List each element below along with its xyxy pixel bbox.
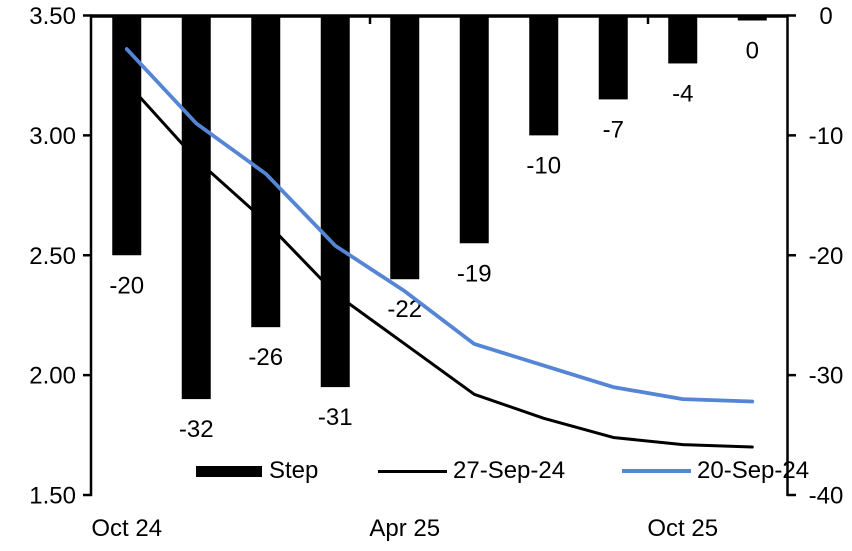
line-20-sep-24 xyxy=(124,47,755,404)
step-bar xyxy=(112,15,142,256)
step-bar xyxy=(320,15,350,388)
bar-data-label: -19 xyxy=(457,260,492,287)
x-axis-label: Apr 25 xyxy=(369,515,440,542)
left-axis-tick-label: 2.50 xyxy=(29,243,76,270)
x-axis-label: Oct 24 xyxy=(91,515,162,542)
left-axis-tick-label: 1.50 xyxy=(29,483,76,510)
step-bar xyxy=(390,15,420,280)
step-bar xyxy=(181,15,211,400)
step-bar xyxy=(668,15,698,64)
step-bar xyxy=(598,15,628,100)
bar-data-label: -26 xyxy=(248,344,283,371)
step-bar xyxy=(529,15,559,136)
step-bar xyxy=(737,15,767,21)
x-axis-label: Oct 25 xyxy=(647,515,718,542)
line-27-sep-24 xyxy=(125,81,754,449)
right-axis-tick-label: -10 xyxy=(809,123,844,150)
bar-data-label: 0 xyxy=(746,38,759,65)
left-axis-tick-label: 3.00 xyxy=(29,123,76,150)
step-bar xyxy=(251,15,281,328)
bar-data-label: -4 xyxy=(672,80,693,107)
right-axis-tick-label: 0 xyxy=(819,3,832,30)
step-bar xyxy=(459,15,489,244)
left-axis-tick-label: 2.00 xyxy=(29,363,76,390)
right-axis-tick-label: -30 xyxy=(809,363,844,390)
right-axis-tick-label: -20 xyxy=(809,243,844,270)
bar-data-label: -10 xyxy=(526,152,561,179)
bar-data-label: -7 xyxy=(603,116,624,143)
bar-data-label: -31 xyxy=(318,404,353,431)
right-axis-tick-label: -40 xyxy=(809,483,844,510)
bar-data-label: -20 xyxy=(109,272,144,299)
bar-data-label: -32 xyxy=(179,416,214,443)
left-axis-tick-label: 3.50 xyxy=(29,3,76,30)
